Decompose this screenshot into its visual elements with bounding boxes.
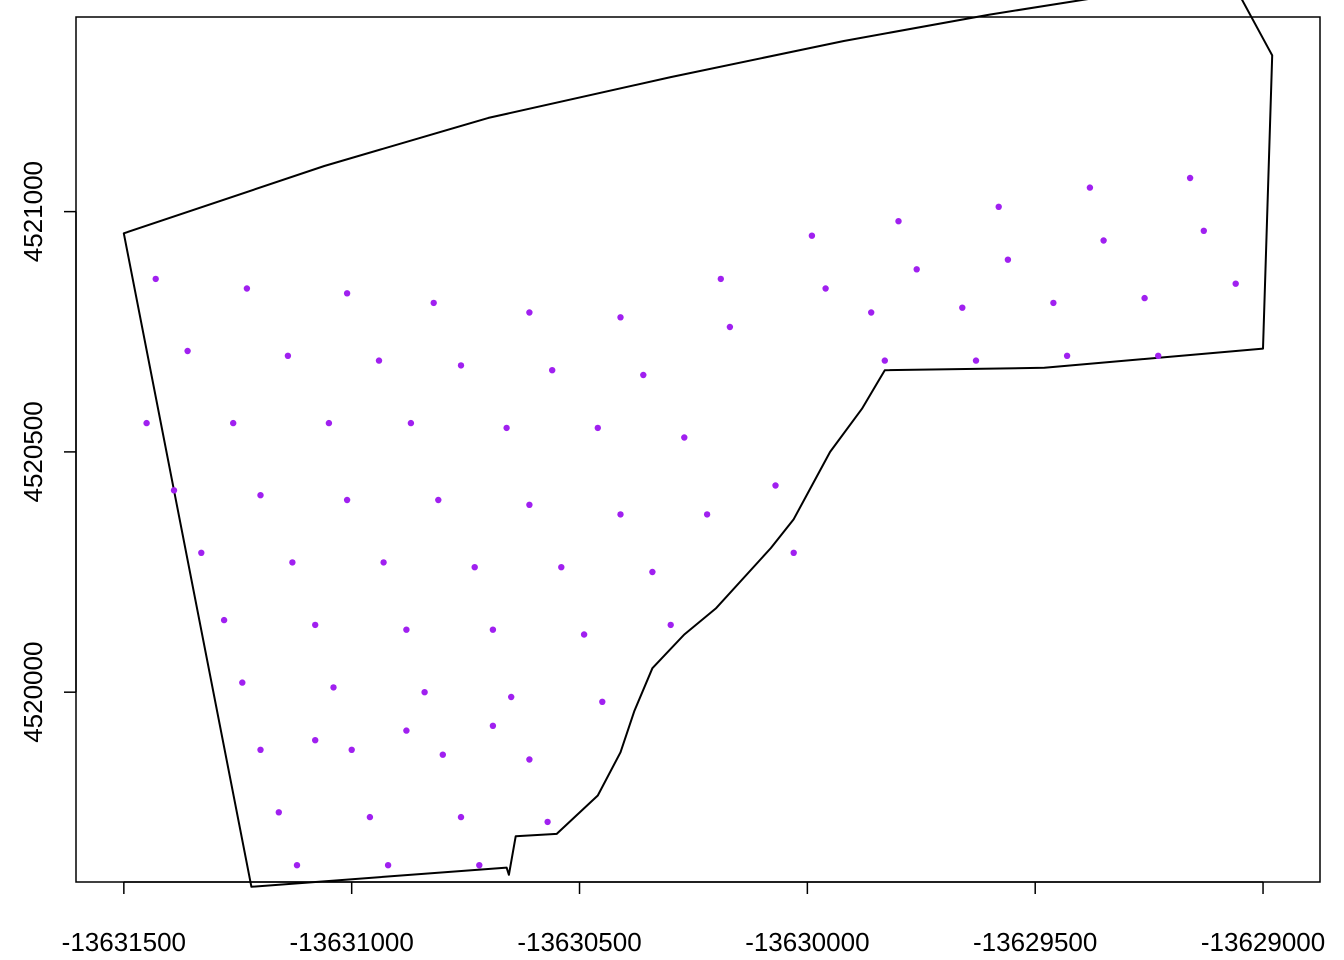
- data-point: [503, 424, 510, 432]
- data-point: [457, 362, 465, 369]
- data-point: [1100, 237, 1107, 244]
- data-point: [526, 309, 533, 316]
- data-point: [726, 323, 734, 331]
- data-point: [239, 679, 246, 686]
- data-point: [808, 232, 816, 239]
- y-tick-label: 4520000: [18, 642, 48, 743]
- data-point: [667, 621, 674, 629]
- data-point: [439, 751, 446, 758]
- data-point: [972, 357, 980, 364]
- data-point: [544, 818, 551, 826]
- data-point: [407, 419, 415, 427]
- data-point: [430, 299, 437, 307]
- x-tick-label: -13630000: [745, 927, 869, 957]
- data-point: [681, 434, 688, 441]
- data-point: [649, 568, 656, 576]
- data-point: [995, 203, 1002, 210]
- data-point: [790, 549, 797, 556]
- data-point: [380, 559, 387, 566]
- data-point: [1232, 280, 1239, 287]
- data-point: [312, 621, 319, 629]
- data-point: [508, 693, 515, 701]
- data-point: [1155, 352, 1162, 359]
- data-point: [476, 862, 483, 869]
- boundary-polygon: [122, 0, 1274, 888]
- data-point: [772, 482, 779, 489]
- y-tick-label: 4521000: [18, 161, 48, 262]
- data-point: [526, 756, 533, 763]
- data-point: [913, 266, 920, 273]
- data-point: [257, 492, 264, 499]
- data-point: [384, 862, 392, 869]
- data-point: [489, 626, 497, 633]
- plot-frame: [75, 16, 1321, 883]
- data-point: [580, 631, 588, 638]
- data-point: [599, 698, 606, 705]
- x-tick-label: -13631500: [62, 927, 186, 957]
- data-point: [558, 564, 565, 571]
- boundary-layer: [122, 0, 1274, 888]
- data-point: [881, 357, 888, 364]
- data-point: [366, 813, 374, 821]
- data-point: [403, 626, 410, 633]
- data-point: [617, 511, 624, 518]
- data-point: [325, 419, 333, 427]
- data-point: [198, 549, 205, 556]
- data-point: [526, 501, 533, 508]
- data-point: [293, 862, 301, 869]
- data-point: [703, 511, 711, 518]
- data-point: [343, 496, 351, 504]
- data-point: [220, 616, 228, 624]
- data-point: [640, 371, 647, 379]
- data-point: [435, 496, 442, 504]
- data-point: [895, 218, 902, 225]
- x-tick-label: -13631000: [290, 927, 414, 957]
- x-axis: -13631500 -13631000 -13630500 -13630000 -136…: [62, 881, 1325, 957]
- data-point: [1063, 352, 1071, 359]
- data-point: [868, 309, 875, 316]
- data-point: [1141, 294, 1148, 302]
- data-point: [257, 746, 264, 753]
- data-point: [312, 737, 319, 744]
- data-point: [1200, 227, 1208, 234]
- data-point: [275, 809, 282, 816]
- y-tick-label: 4520500: [18, 401, 48, 502]
- x-tick-label: -13630500: [517, 927, 641, 957]
- data-point: [243, 285, 251, 292]
- data-point: [170, 487, 178, 494]
- data-point: [489, 722, 497, 729]
- data-point: [594, 424, 601, 432]
- data-point: [143, 419, 150, 427]
- data-point: [549, 367, 556, 374]
- data-point: [152, 275, 159, 283]
- data-point: [1050, 299, 1057, 307]
- data-point: [289, 559, 296, 566]
- data-point: [330, 684, 337, 691]
- data-point: [457, 813, 465, 821]
- data-point: [822, 285, 829, 292]
- data-point: [184, 347, 191, 355]
- data-point: [471, 564, 478, 571]
- data-point: [1186, 174, 1194, 182]
- data-point: [1086, 184, 1094, 191]
- y-axis: 4520000 4520500 4521000: [18, 161, 77, 743]
- data-point: [403, 727, 410, 734]
- data-point: [959, 304, 966, 311]
- x-tick-label: -13629500: [973, 927, 1097, 957]
- data-point: [617, 314, 624, 321]
- data-point: [717, 275, 724, 283]
- data-point: [343, 290, 351, 297]
- data-point: [421, 689, 428, 696]
- data-point: [375, 357, 383, 364]
- points-layer: [143, 174, 1239, 869]
- data-point: [284, 352, 292, 359]
- data-point: [1004, 256, 1012, 263]
- data-point: [348, 746, 355, 753]
- data-point: [230, 419, 237, 427]
- x-tick-label: -13629000: [1201, 927, 1325, 957]
